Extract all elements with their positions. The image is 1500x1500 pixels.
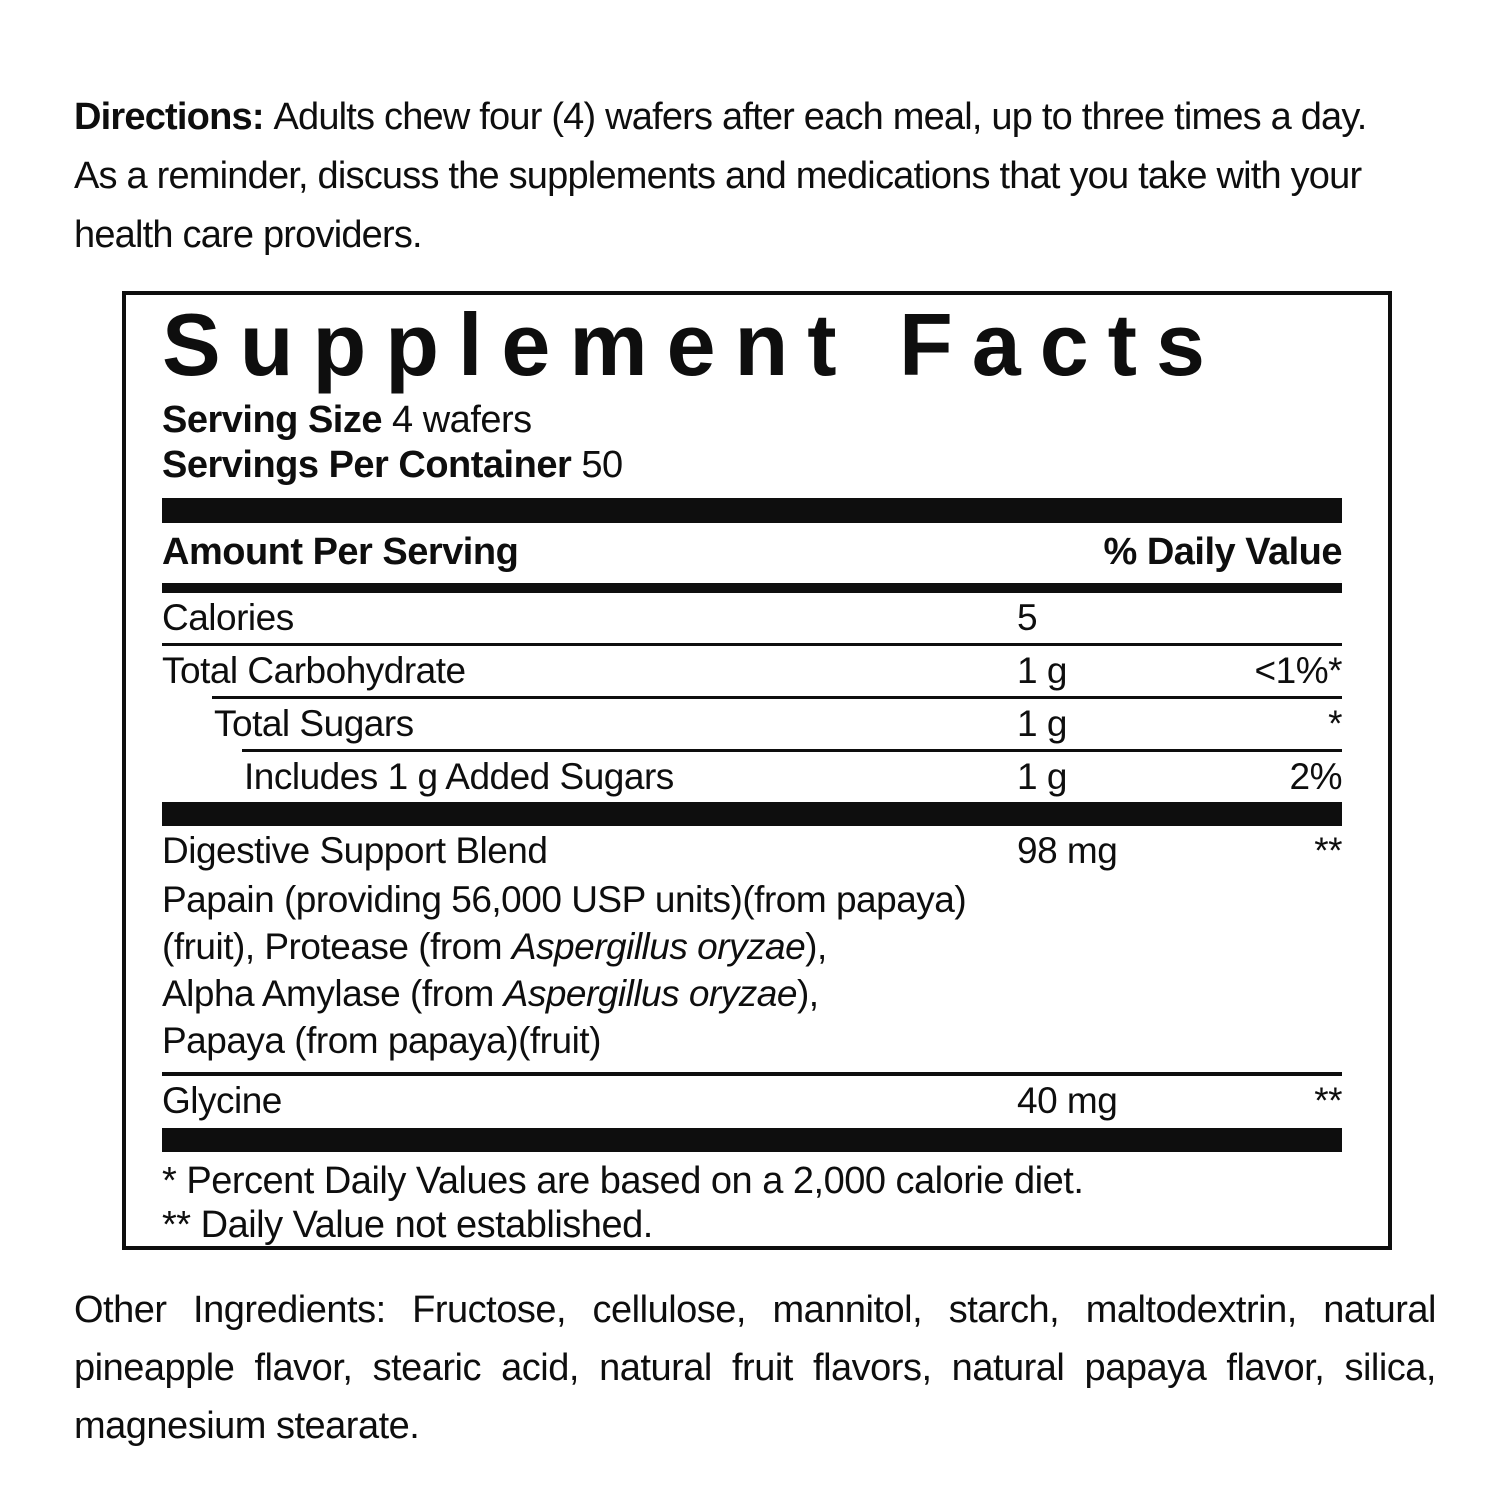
directions-line-2: As a reminder, discuss the supplements a…: [74, 155, 1362, 197]
directions-paragraph: Directions: Adults chew four (4) wafers …: [74, 88, 1454, 265]
directions-line-1: Directions: Adults chew four (4) wafers …: [74, 88, 1454, 147]
row-daily-value: *: [1328, 703, 1342, 744]
row-amount: 1 g: [1017, 650, 1067, 691]
row-divider-indented: [242, 749, 1342, 752]
row-amount: 1 g: [1017, 703, 1067, 744]
amount-per-serving-header: Amount Per Serving: [162, 531, 519, 573]
separator-bar-thick-top: [162, 498, 1342, 523]
blend-text: (fruit), Protease (from: [162, 926, 512, 967]
row-amount: 40 mg: [1017, 1080, 1118, 1121]
blend-description-line-2: (fruit), Protease (from Aspergillus oryz…: [162, 923, 1342, 970]
servings-per-container-label: Servings Per Container: [162, 444, 582, 486]
row-daily-value: <1%*: [1254, 650, 1343, 691]
footnote-not-established: ** Daily Value not established.: [162, 1204, 653, 1246]
row-daily-value: **: [1314, 1080, 1342, 1121]
serving-size-line: Serving Size 4 wafers: [162, 398, 1342, 443]
blend-description-line-4: Papaya (from papaya)(fruit): [162, 1017, 1342, 1064]
table-row-digestive-support-blend: Digestive Support Blend 98 mg **: [162, 826, 1343, 876]
row-amount: 98 mg: [1017, 830, 1118, 871]
blend-text: ),: [796, 973, 819, 1014]
other-ingredients-line-2: pineapple flavor, stearic acid, natural …: [74, 1347, 1437, 1389]
table-row-total-carbohydrate: Total Carbohydrate 1 g <1%*: [162, 646, 1343, 696]
separator-bar-thick-middle: [162, 802, 1342, 826]
blend-text: Alpha Amylase (from: [162, 973, 504, 1014]
blend-description: Papain (providing 56,000 USP units)(from…: [162, 876, 1342, 1072]
row-name: Total Sugars: [214, 703, 414, 744]
other-ingredients-paragraph: Other Ingredients: Fructose, cellulose, …: [74, 1281, 1437, 1455]
blend-description-line-3: Alpha Amylase (from Aspergillus oryzae),: [162, 970, 1342, 1017]
serving-size-value: 4 wafers: [392, 399, 532, 441]
row-amount: 5: [1017, 597, 1038, 638]
other-ingredients-line-3: magnesium stearate.: [74, 1405, 420, 1447]
blend-text: ),: [805, 926, 827, 967]
table-header-row: Amount Per Serving % Daily Value: [162, 523, 1342, 583]
serving-info: Serving Size 4 wafers Servings Per Conta…: [162, 398, 1342, 488]
servings-per-container-value: 50: [581, 444, 623, 486]
blend-text: Papain (providing 56,000 USP units)(from…: [162, 879, 967, 920]
separator-bar-thick-bottom: [162, 1128, 1342, 1152]
table-row-total-sugars: Total Sugars 1 g *: [162, 699, 1343, 749]
row-name: Glycine: [162, 1080, 282, 1121]
footnotes: * Percent Daily Values are based on a 2,…: [162, 1159, 1342, 1247]
blend-text-italic: Aspergillus oryzae: [503, 973, 798, 1014]
row-name: Total Carbohydrate: [162, 650, 466, 691]
row-divider: [162, 643, 1342, 646]
row-amount: 1 g: [1017, 756, 1067, 797]
row-daily-value: **: [1314, 830, 1342, 871]
table-row-glycine: Glycine 40 mg **: [162, 1076, 1343, 1126]
blend-text: Papaya (from papaya)(fruit): [162, 1020, 601, 1061]
blend-description-line-1: Papain (providing 56,000 USP units)(from…: [162, 876, 1342, 923]
row-divider: [162, 1072, 1342, 1076]
directions-line-3: health care providers.: [74, 214, 423, 256]
row-divider-indented: [212, 696, 1342, 699]
footnote-daily-values: * Percent Daily Values are based on a 2,…: [162, 1160, 1084, 1202]
directions-text-1: Adults chew four (4) wafers after each m…: [273, 96, 1367, 138]
row-name: Digestive Support Blend: [162, 830, 548, 871]
table-row-calories: Calories 5: [162, 593, 1342, 643]
blend-text-italic: Aspergillus oryzae: [511, 926, 806, 967]
servings-per-container-line: Servings Per Container 50: [162, 443, 1342, 488]
directions-label: Directions:: [74, 96, 274, 138]
row-name: Calories: [162, 597, 294, 638]
table-row-added-sugars: Includes 1 g Added Sugars 1 g 2%: [162, 752, 1343, 802]
row-daily-value: 2%: [1289, 756, 1343, 797]
supplement-facts-panel: Supplement Facts Serving Size 4 wafers S…: [122, 291, 1392, 1250]
daily-value-header: % Daily Value: [1103, 531, 1342, 573]
row-name: Includes 1 g Added Sugars: [244, 756, 674, 797]
separator-bar-under-header: [162, 583, 1342, 593]
serving-size-label: Serving Size: [162, 399, 393, 441]
other-ingredients-line-1: Other Ingredients: Fructose, cellulose, …: [74, 1289, 1437, 1331]
supplement-facts-title: Supplement Facts: [162, 295, 1224, 394]
